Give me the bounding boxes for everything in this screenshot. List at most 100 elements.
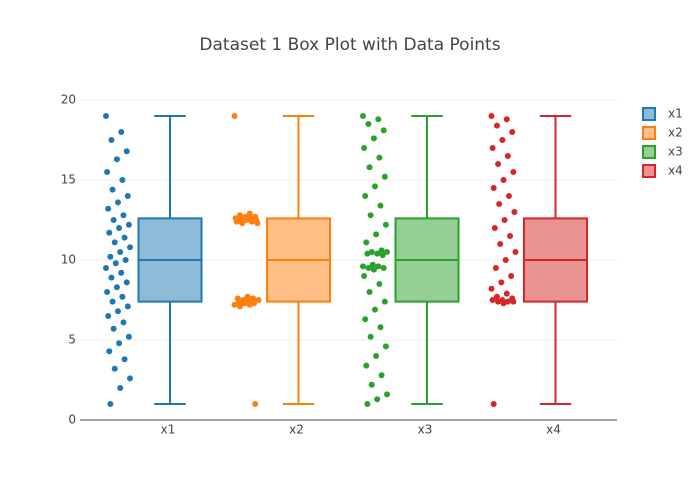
data-point bbox=[490, 401, 497, 407]
data-point bbox=[364, 401, 371, 407]
data-point bbox=[368, 381, 375, 388]
data-point bbox=[120, 319, 127, 326]
data-point bbox=[493, 122, 500, 129]
data-point bbox=[124, 303, 131, 310]
data-point bbox=[508, 273, 515, 279]
data-point bbox=[491, 225, 498, 231]
x-tick-label: x4 bbox=[546, 423, 561, 437]
data-point bbox=[490, 185, 497, 191]
data-point bbox=[115, 308, 121, 315]
data-point bbox=[489, 145, 496, 151]
data-point bbox=[367, 212, 374, 219]
data-point bbox=[499, 137, 506, 143]
data-point bbox=[363, 362, 370, 369]
data-point bbox=[364, 250, 371, 257]
data-point bbox=[373, 231, 380, 238]
data-point bbox=[378, 372, 385, 379]
data-point bbox=[377, 324, 384, 331]
data-point bbox=[113, 156, 120, 163]
data-point bbox=[503, 116, 510, 123]
data-point bbox=[241, 300, 248, 307]
legend-label[interactable]: x4 bbox=[668, 164, 683, 178]
data-point bbox=[104, 289, 111, 295]
data-point bbox=[384, 249, 390, 255]
data-point bbox=[495, 298, 502, 305]
data-point bbox=[488, 113, 495, 119]
data-point bbox=[243, 217, 250, 223]
data-point bbox=[373, 353, 380, 359]
legend-swatch[interactable] bbox=[642, 164, 656, 178]
data-point bbox=[375, 263, 382, 270]
data-point bbox=[381, 298, 388, 305]
y-tick-label: 20 bbox=[61, 93, 76, 107]
legend-label[interactable]: x1 bbox=[668, 107, 683, 121]
data-point bbox=[112, 260, 119, 267]
data-point bbox=[369, 261, 376, 268]
data-point bbox=[236, 303, 243, 310]
data-point bbox=[489, 297, 496, 303]
x-tick-label: x3 bbox=[418, 423, 433, 437]
data-point bbox=[370, 266, 377, 273]
data-point bbox=[374, 396, 381, 403]
data-point bbox=[124, 193, 131, 199]
data-point bbox=[239, 220, 246, 227]
data-point bbox=[248, 218, 255, 225]
data-point bbox=[367, 333, 374, 340]
data-point bbox=[231, 301, 238, 308]
y-tick-label: 5 bbox=[68, 333, 76, 347]
data-point bbox=[512, 249, 519, 255]
data-point bbox=[365, 121, 372, 127]
data-point bbox=[378, 247, 385, 254]
data-point bbox=[107, 401, 114, 407]
data-point bbox=[231, 113, 238, 119]
data-point bbox=[127, 244, 133, 251]
data-point bbox=[254, 220, 261, 227]
data-point bbox=[111, 365, 118, 372]
data-point bbox=[500, 177, 507, 183]
legend-label[interactable]: x3 bbox=[668, 145, 683, 159]
data-point bbox=[107, 253, 114, 260]
x-tick-label: x2 bbox=[289, 423, 304, 437]
data-point bbox=[121, 234, 128, 241]
legend-swatch[interactable] bbox=[642, 107, 656, 121]
data-point bbox=[122, 257, 129, 263]
data-point bbox=[495, 161, 502, 167]
data-point bbox=[123, 279, 130, 286]
data-point bbox=[375, 116, 382, 123]
data-point bbox=[382, 221, 389, 228]
legend-swatch[interactable] bbox=[642, 126, 656, 140]
data-point bbox=[384, 391, 390, 398]
data-point bbox=[503, 290, 510, 297]
data-point bbox=[244, 293, 251, 300]
data-point bbox=[497, 241, 504, 247]
data-point bbox=[110, 217, 117, 223]
y-tick-label: 10 bbox=[61, 253, 76, 267]
data-point bbox=[250, 295, 257, 302]
data-point bbox=[498, 279, 505, 286]
data-point bbox=[381, 173, 388, 180]
data-point bbox=[380, 127, 387, 134]
data-point bbox=[108, 137, 115, 143]
data-point bbox=[105, 205, 112, 212]
data-point bbox=[110, 325, 117, 332]
data-point bbox=[121, 356, 128, 363]
data-point bbox=[113, 284, 120, 291]
data-point bbox=[103, 265, 109, 271]
data-point bbox=[246, 210, 253, 217]
data-point bbox=[510, 169, 517, 175]
chart-title: Dataset 1 Box Plot with Data Points bbox=[199, 35, 500, 55]
data-point bbox=[505, 193, 512, 199]
legend-swatch[interactable] bbox=[642, 145, 656, 159]
legend-label[interactable]: x2 bbox=[668, 126, 683, 140]
data-point bbox=[252, 401, 259, 407]
y-tick-label: 15 bbox=[61, 173, 76, 187]
data-point bbox=[360, 113, 366, 119]
data-point bbox=[376, 154, 383, 161]
data-point bbox=[379, 252, 386, 259]
data-point bbox=[377, 202, 384, 209]
data-point bbox=[119, 293, 126, 300]
data-point bbox=[510, 298, 517, 305]
data-point bbox=[366, 164, 373, 171]
data-point bbox=[105, 313, 112, 319]
